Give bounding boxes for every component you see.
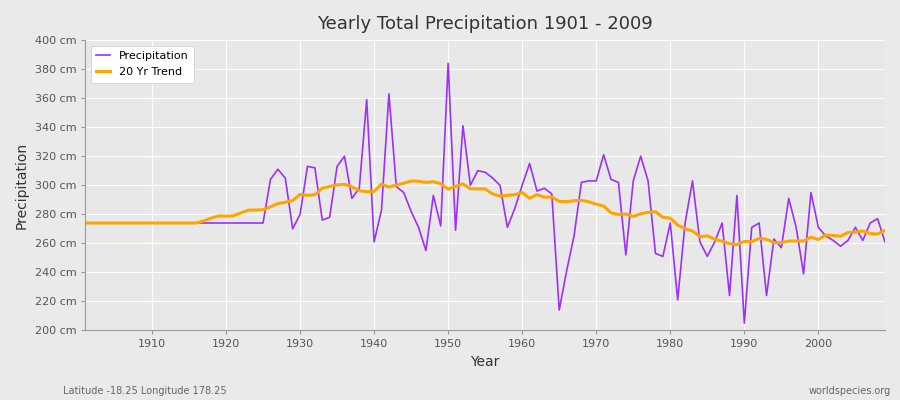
Precipitation xyxy=(443,61,454,66)
20 Yr Trend xyxy=(140,221,150,226)
20 Yr Trend xyxy=(80,221,91,226)
20 Yr Trend xyxy=(302,193,313,198)
20 Yr Trend xyxy=(879,228,890,233)
20 Yr Trend xyxy=(517,190,527,195)
X-axis label: Year: Year xyxy=(471,355,500,369)
Title: Yearly Total Precipitation 1901 - 2009: Yearly Total Precipitation 1901 - 2009 xyxy=(318,15,653,33)
Precipitation xyxy=(80,221,91,226)
Precipitation xyxy=(524,161,535,166)
Precipitation xyxy=(140,221,150,226)
20 Yr Trend xyxy=(613,212,624,217)
Precipitation xyxy=(302,164,313,169)
20 Yr Trend xyxy=(346,184,357,189)
Line: 20 Yr Trend: 20 Yr Trend xyxy=(86,181,885,245)
20 Yr Trend xyxy=(406,178,417,183)
Precipitation xyxy=(879,240,890,244)
Text: worldspecies.org: worldspecies.org xyxy=(809,386,891,396)
Line: Precipitation: Precipitation xyxy=(86,63,885,323)
Precipitation xyxy=(517,183,527,188)
Precipitation xyxy=(613,180,624,185)
Y-axis label: Precipitation: Precipitation xyxy=(15,142,29,229)
20 Yr Trend xyxy=(732,242,742,247)
Precipitation xyxy=(346,196,357,201)
Precipitation xyxy=(739,321,750,326)
20 Yr Trend xyxy=(524,196,535,201)
Text: Latitude -18.25 Longitude 178.25: Latitude -18.25 Longitude 178.25 xyxy=(63,386,227,396)
Legend: Precipitation, 20 Yr Trend: Precipitation, 20 Yr Trend xyxy=(91,46,194,82)
